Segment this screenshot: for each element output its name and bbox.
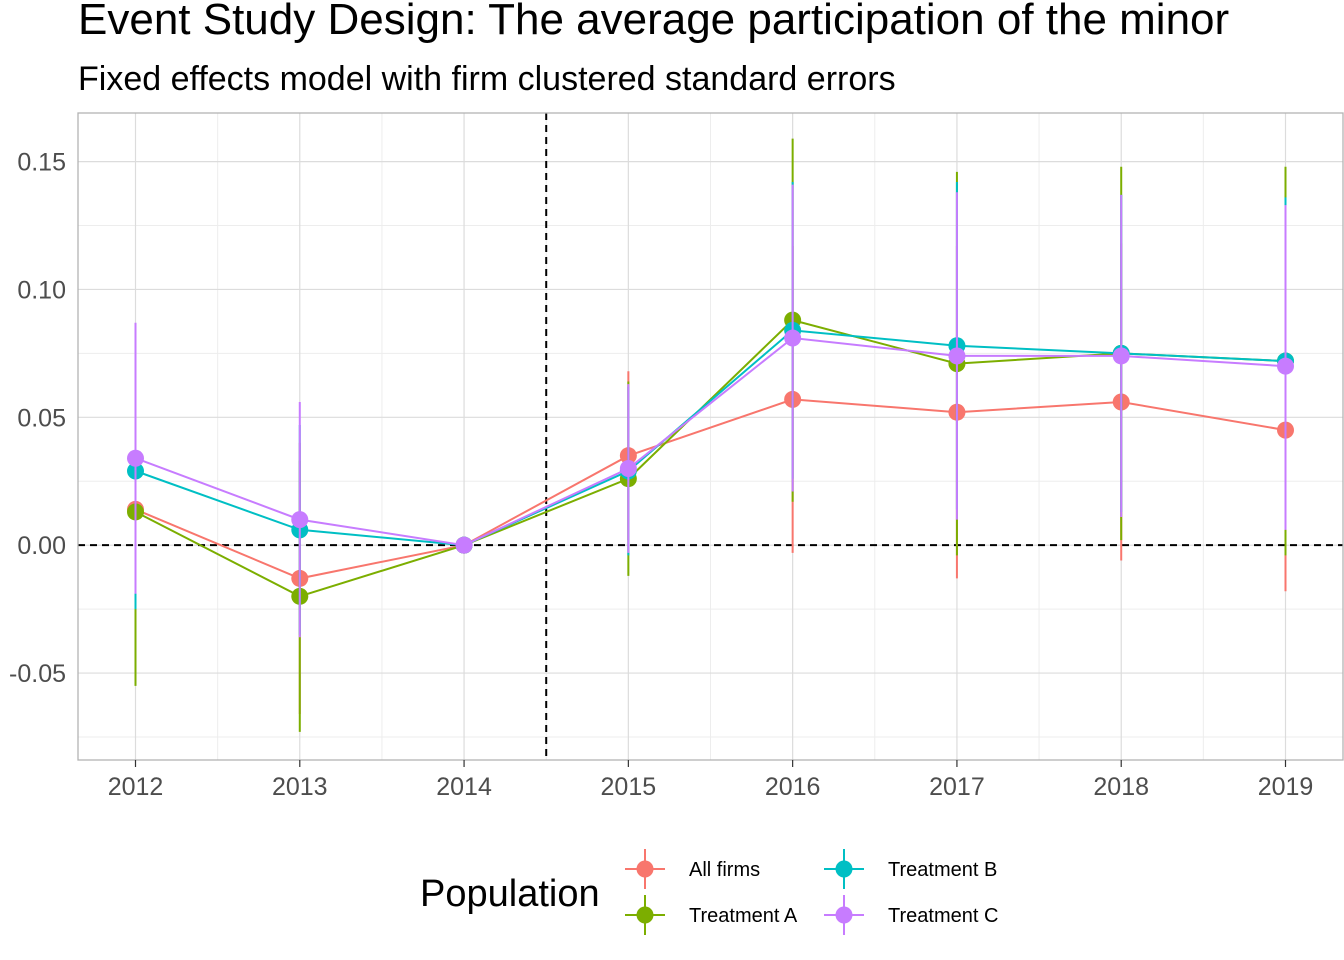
legend-item: Treatment A — [625, 895, 798, 935]
x-axis: 2012 2013 2014 2015 2016 2017 2018 2019 — [108, 760, 1314, 801]
legend-title: Population — [420, 873, 600, 915]
legend-key-point — [636, 860, 654, 878]
legend: Population All firms Treatment A Treatment… — [420, 849, 998, 935]
series-line — [135, 398, 1286, 580]
legend-label: Treatment C — [888, 905, 998, 927]
data-point — [1112, 347, 1130, 365]
x-tick-label: 2015 — [601, 773, 657, 801]
x-tick-label: 2013 — [272, 773, 328, 801]
series-line — [135, 336, 1286, 547]
x-tick-label: 2017 — [929, 773, 985, 801]
y-tick-label: 0.15 — [17, 149, 66, 177]
legend-label: Treatment A — [689, 905, 798, 927]
data-point — [784, 329, 802, 347]
plot-border — [77, 112, 1344, 761]
data-point — [455, 536, 473, 554]
data-point — [291, 511, 309, 529]
y-tick-label: 0.05 — [17, 404, 66, 432]
y-tick-label: 0.00 — [17, 532, 66, 560]
data-point — [127, 449, 144, 467]
x-tick-label: 2014 — [436, 773, 492, 801]
legend-label: All firms — [689, 859, 760, 881]
series-treatment-c — [127, 184, 1294, 638]
x-tick-label: 2019 — [1258, 773, 1314, 801]
legend-key-point — [636, 906, 654, 924]
data-point — [1277, 357, 1294, 375]
x-tick-label: 2018 — [1093, 773, 1149, 801]
x-tick-label: 2016 — [765, 773, 821, 801]
legend-item: Treatment C — [824, 895, 998, 935]
legend-items: All firms Treatment A Treatment B Treatment… — [625, 849, 998, 935]
series-line — [135, 329, 1286, 547]
legend-label: Treatment B — [888, 859, 997, 881]
series-layer — [127, 138, 1294, 732]
legend-key-point — [835, 906, 853, 924]
data-point — [619, 459, 637, 477]
y-tick-label: 0.10 — [17, 276, 66, 304]
legend-item: All firms — [625, 849, 760, 889]
chart-title: Event Study Design: The average particip… — [78, 0, 1229, 44]
y-axis: -0.05 0.00 0.05 0.10 0.15 — [9, 149, 66, 688]
legend-item: Treatment B — [824, 849, 997, 889]
legend-key-point — [835, 860, 853, 878]
data-point — [948, 347, 966, 365]
x-tick-label: 2012 — [108, 773, 164, 801]
chart-subtitle: Fixed effects model with firm clustered … — [78, 60, 896, 98]
y-tick-label: -0.05 — [9, 660, 66, 688]
plot-area — [77, 112, 1344, 761]
